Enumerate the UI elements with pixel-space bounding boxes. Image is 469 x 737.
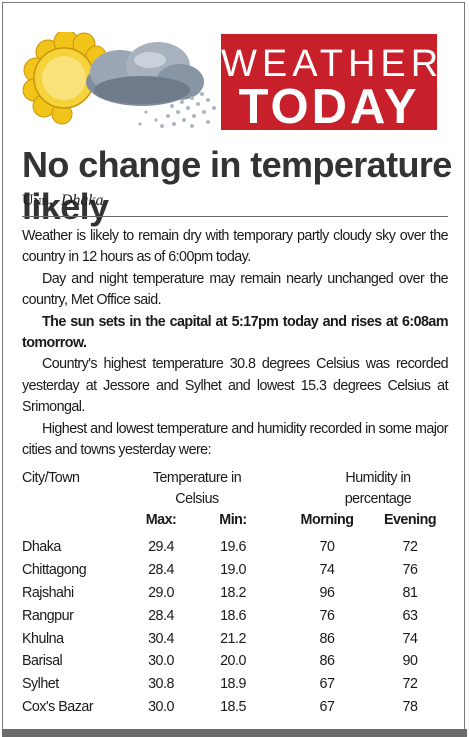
cell-morning: 86 bbox=[319, 653, 335, 670]
cell-morning: 70 bbox=[319, 539, 335, 555]
cell-evening: 81 bbox=[402, 584, 418, 601]
table-header: City/Town Temperature in Celsius Humidit… bbox=[22, 468, 448, 512]
cell-city: Sylhet bbox=[22, 676, 59, 693]
table-row: Khulna 30.4 21.2 86 74 bbox=[22, 628, 448, 651]
cell-max: 30.4 bbox=[148, 630, 174, 647]
cell-min: 19.6 bbox=[220, 539, 246, 555]
weather-logo-icon bbox=[22, 32, 216, 128]
table-row: Rangpur 28.4 18.6 76 63 bbox=[22, 605, 448, 628]
cell-max: 30.8 bbox=[148, 676, 174, 693]
subheader-min: Min: bbox=[219, 512, 247, 528]
cell-city: Rajshahi bbox=[22, 584, 74, 601]
cell-max: 30.0 bbox=[148, 699, 174, 716]
cell-max: 28.4 bbox=[148, 607, 174, 624]
header-hum-line2: percentage bbox=[344, 491, 412, 507]
cell-min: 18.5 bbox=[220, 699, 246, 716]
cell-min: 18.6 bbox=[220, 607, 246, 624]
subheader-morning: Morning bbox=[300, 512, 354, 528]
table-row: Chittagong 28.4 19.0 74 76 bbox=[22, 559, 448, 582]
divider bbox=[22, 216, 448, 217]
header-temp-line1: Temperature in bbox=[152, 470, 242, 486]
cell-city: Chittagong bbox=[22, 561, 87, 578]
cell-morning: 76 bbox=[319, 607, 335, 624]
cell-max: 29.4 bbox=[148, 539, 174, 555]
cell-morning: 74 bbox=[319, 561, 335, 578]
cell-morning: 67 bbox=[319, 676, 335, 693]
paragraph: Day and night temperature may remain nea… bbox=[22, 270, 449, 309]
cell-evening: 76 bbox=[402, 561, 418, 578]
byline-place: Dhaka bbox=[60, 192, 104, 209]
headline: No change in temperature likely bbox=[22, 144, 452, 227]
cell-evening: 78 bbox=[402, 699, 418, 716]
table-row: Barisal 30.0 20.0 86 90 bbox=[22, 650, 448, 673]
cell-min: 20.0 bbox=[220, 653, 246, 670]
table-row: Sylhet 30.8 18.9 67 72 bbox=[22, 673, 448, 696]
cell-morning: 96 bbox=[319, 584, 335, 601]
table-row: Dhaka 29.4 19.6 70 72 bbox=[22, 536, 448, 559]
cell-min: 21.2 bbox=[220, 630, 246, 647]
bottom-bar bbox=[2, 729, 467, 737]
cell-evening: 72 bbox=[402, 539, 418, 555]
cell-city: Barisal bbox=[22, 653, 63, 670]
byline: Unb, Dhaka bbox=[22, 192, 104, 210]
cell-min: 19.0 bbox=[220, 561, 246, 578]
byline-agency: Unb, bbox=[22, 192, 53, 209]
header-humidity: Humidity in percentage bbox=[318, 468, 438, 510]
subheader-max: Max: bbox=[145, 512, 177, 528]
cell-max: 28.4 bbox=[148, 561, 174, 578]
header-hum-line1: Humidity in bbox=[345, 470, 411, 486]
cell-min: 18.2 bbox=[220, 584, 246, 601]
cell-morning: 67 bbox=[319, 699, 335, 716]
cell-city: Cox's Bazar bbox=[22, 699, 94, 716]
cell-evening: 63 bbox=[402, 607, 418, 624]
cell-evening: 72 bbox=[402, 676, 418, 693]
sun-icon bbox=[22, 32, 107, 125]
table-row: Rajshahi 29.0 18.2 96 81 bbox=[22, 582, 448, 605]
table-subheader: Max: Min: Morning Evening bbox=[22, 512, 448, 536]
article-body: Weather is likely to remain dry with tem… bbox=[22, 226, 449, 461]
header-temp-line2: Celsius bbox=[175, 491, 219, 507]
paragraph: Highest and lowest temperature and humid… bbox=[22, 420, 449, 459]
paragraph: Weather is likely to remain dry with tem… bbox=[22, 228, 449, 266]
cell-max: 30.0 bbox=[148, 653, 174, 670]
table-row: Cox's Bazar 30.0 18.5 67 78 bbox=[22, 696, 448, 719]
subheader-evening: Evening bbox=[383, 512, 437, 528]
cloud-icon bbox=[86, 42, 204, 106]
cell-city: Rangpur bbox=[22, 607, 74, 624]
weather-table: City/Town Temperature in Celsius Humidit… bbox=[22, 468, 448, 719]
cell-city: Khulna bbox=[22, 630, 64, 647]
paragraph-sun-times: The sun sets in the capital at 5:17pm to… bbox=[22, 313, 449, 352]
cell-min: 18.9 bbox=[220, 676, 246, 693]
cell-max: 29.0 bbox=[148, 584, 174, 601]
banner-today-text: TODAY bbox=[238, 80, 420, 134]
header-temperature: Temperature in Celsius bbox=[126, 468, 268, 510]
cell-city: Dhaka bbox=[22, 539, 61, 555]
paragraph: Country's highest temperature 30.8 degre… bbox=[22, 356, 449, 416]
banner-weather-text: WEATHER bbox=[221, 43, 444, 85]
table-rows: Dhaka 29.4 19.6 70 72 Chittagong 28.4 19.0 74 76 R… bbox=[22, 536, 448, 719]
cell-evening: 90 bbox=[402, 653, 418, 670]
cell-morning: 86 bbox=[319, 630, 335, 647]
header-city: City/Town bbox=[22, 470, 80, 486]
rain-icon bbox=[138, 92, 216, 128]
cell-evening: 74 bbox=[402, 630, 418, 647]
weather-today-banner: WEATHER TODAY bbox=[221, 34, 444, 134]
